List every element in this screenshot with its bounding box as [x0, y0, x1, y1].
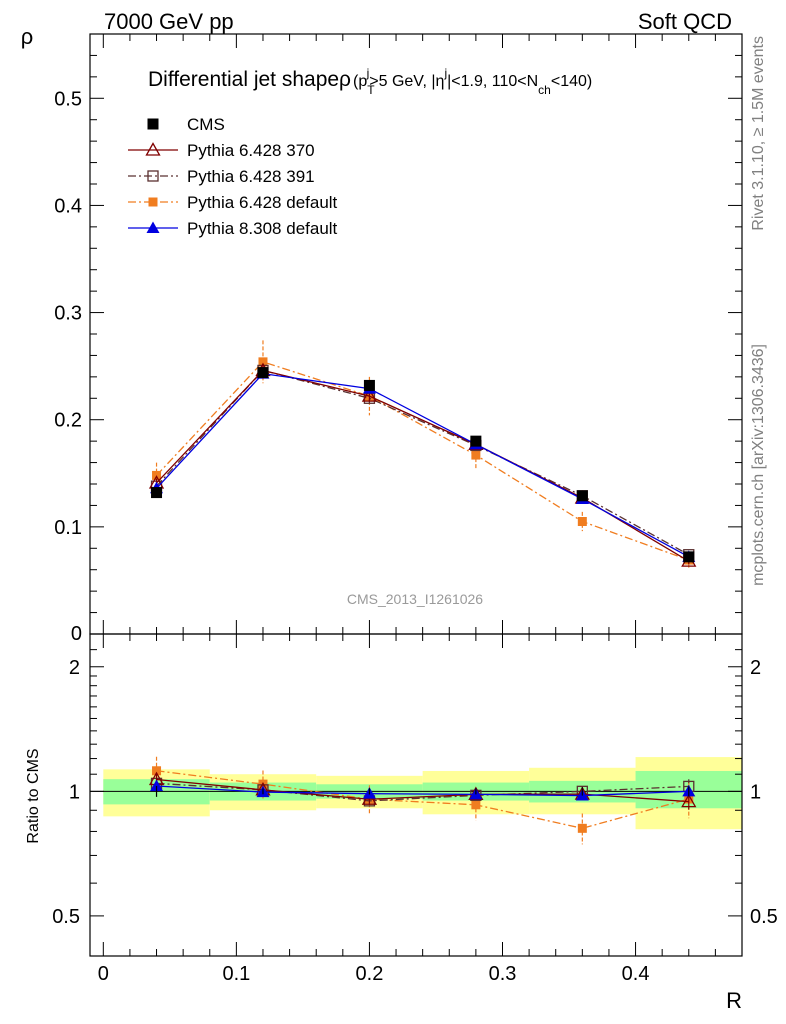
ratio-point-pythia-6-428-default-0 [152, 766, 162, 776]
point-pythia-6-428-default-1 [258, 357, 268, 367]
main-series-layer [148, 340, 697, 568]
chart-title-mid2: |<1.9, 110<N [447, 73, 538, 90]
ratio-plot-frame [89, 633, 743, 957]
legend: CMS Pythia 6.428 370 Pythia 6.428 391 Pythi… [128, 115, 338, 238]
legend-marker-cms [147, 118, 159, 130]
point-cms-4 [576, 490, 588, 502]
y-tick-label-1: 0.2 [54, 410, 82, 432]
legend-entry-pythia-8-308-default: Pythia 8.308 default [128, 219, 338, 238]
legend-label-cms: CMS [187, 115, 225, 134]
x-tick-label-0: 0 [98, 963, 109, 985]
ratio-point-pythia-6-428-default-4 [577, 823, 587, 833]
y-tick-label-0: 0.1 [54, 517, 82, 539]
legend-marker-pythia-6-428-default [148, 197, 158, 207]
ratio-point-pythia-6-428-370-5 [681, 793, 697, 808]
point-cms-1 [257, 367, 269, 379]
point-cms-2 [363, 379, 375, 391]
ratio-series-layer [148, 756, 697, 845]
legend-label-pythia-8-308-default: Pythia 8.308 default [187, 219, 338, 238]
point-cms-0 [151, 487, 163, 499]
legend-label-pythia-6-428-370: Pythia 6.428 370 [187, 141, 315, 160]
y-tick-label-4: 0.5 [54, 88, 82, 110]
x-tick-label-4: 0.4 [622, 963, 650, 985]
chart-title-sub1: T [367, 83, 375, 97]
point-pythia-6-428-default-4 [577, 517, 587, 526]
series-line-pythia-6-428-370 [156, 369, 690, 562]
chart-title: Differential jet shapeρ (pTj>5 GeV, |ηj|<… [148, 66, 592, 97]
x-tick-label-2: 0.2 [356, 963, 384, 985]
ratio-line-pythia-6-428-391 [156, 782, 689, 802]
x-tick-label-3: 0.3 [489, 963, 517, 985]
ratio-tick-label-left-0: 0.5 [52, 906, 80, 928]
ratio-point-pythia-8-308-default-0 [150, 779, 164, 791]
header-left-label: 7000 GeV pp [104, 9, 234, 34]
series-line-pythia-8-308-default [156, 372, 690, 558]
legend-label-pythia-6-428-default: Pythia 6.428 default [187, 193, 338, 212]
chart-title-sup2: j [443, 66, 447, 80]
chart-title-sub2: ch [538, 83, 551, 97]
series-pythia-6-428-default [152, 340, 694, 568]
point-cms-3 [470, 435, 482, 447]
point-pythia-6-428-370-2 [361, 388, 378, 402]
y-tick-label-zero: 0 [71, 623, 82, 645]
ratio-tick-label-right-0: 0.5 [750, 906, 778, 928]
header-right-label: Soft QCD [638, 9, 732, 34]
ratio-tick-label-right-1: 1 [750, 781, 761, 803]
chart-title-close: <140) [551, 73, 592, 90]
point-pythia-6-428-default-3 [471, 450, 481, 460]
legend-entry-pythia-6-428-default: Pythia 6.428 default [128, 193, 338, 212]
chart-title-open: (p [353, 73, 367, 90]
y-tick-label-2: 0.3 [54, 303, 82, 325]
series-cms [151, 367, 695, 563]
legend-marker-pythia-8-308-default [146, 221, 160, 233]
ratio-tick-label-left-2: 2 [69, 657, 80, 679]
point-cms-5 [683, 551, 695, 563]
legend-marker-pythia-6-428-391 [147, 170, 159, 182]
x-tick-label-1: 0.1 [222, 963, 250, 985]
ratio-tick-label-right-2: 2 [750, 657, 761, 679]
ratio-point-pythia-6-428-default-3 [471, 800, 481, 810]
analysis-watermark: CMS_2013_I1261026 [347, 591, 483, 607]
ratio-line-pythia-8-308-default [156, 785, 689, 797]
mcplots-label: mcplots.cern.ch [arXiv:1306.3436] [750, 344, 767, 586]
legend-entry-pythia-6-428-370: Pythia 6.428 370 [128, 141, 315, 160]
ratio-y-axis-label: Ratio to CMS [25, 748, 42, 843]
series-pythia-6-428-370 [148, 362, 697, 567]
y-axis-label: ρ [21, 24, 34, 49]
ratio-series-cms [155, 785, 690, 797]
ratio-tick-label-left-1: 1 [69, 781, 80, 803]
chart-title-mid1: >5 GeV, |η [369, 73, 444, 90]
chart-title-sup1: j [366, 66, 370, 80]
legend-entry-cms: CMS [147, 115, 225, 134]
legend-label-pythia-6-428-391: Pythia 6.428 391 [187, 167, 315, 186]
x-axis-label: R [726, 988, 742, 1013]
legend-marker-pythia-6-428-370 [145, 142, 161, 156]
ratio-line-pythia-6-428-default [156, 770, 689, 829]
rivet-version-label: Rivet 3.1.10, ≥ 1.5M events [750, 36, 767, 231]
y-tick-label-3: 0.4 [54, 195, 82, 217]
axes-layer: 0 0.1 0.2 0.3 0.4 0.1 0.2 0.3 0.4 0.5 0 0.5 1 2 0.5 1 2 [52, 33, 778, 985]
series-line-pythia-6-428-default [156, 361, 689, 561]
chart-title-main: Differential jet shapeρ [148, 68, 351, 91]
legend-entry-pythia-6-428-391: Pythia 6.428 391 [128, 167, 315, 186]
